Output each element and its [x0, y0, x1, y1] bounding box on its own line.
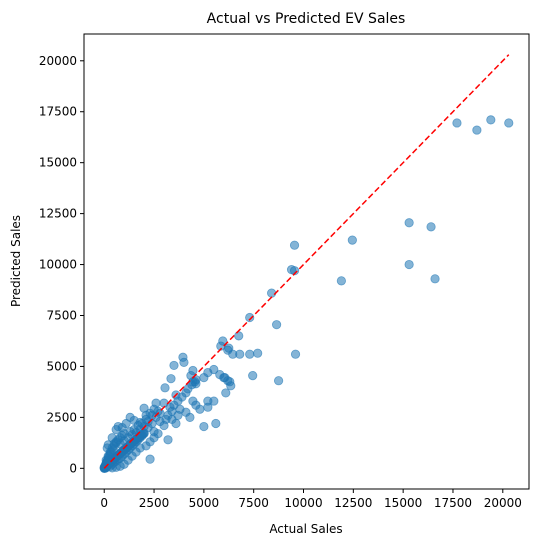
- data-point: [274, 376, 284, 386]
- data-point: [245, 312, 255, 323]
- data-point: [226, 381, 236, 391]
- x-tick-label: 20000: [484, 496, 522, 510]
- data-point: [163, 435, 173, 445]
- reference-line: [103, 54, 510, 469]
- y-tick-label: 0: [69, 461, 77, 475]
- data-point: [504, 118, 514, 128]
- data-point: [404, 259, 414, 270]
- x-tick-label: 15000: [384, 496, 422, 510]
- data-point: [272, 320, 282, 330]
- y-tick-label: 2500: [46, 410, 77, 424]
- y-tick-label: 7500: [46, 308, 77, 322]
- y-tick-label: 17500: [39, 105, 77, 119]
- data-point: [336, 276, 346, 286]
- x-axis-label: Actual Sales: [269, 522, 342, 536]
- data-points: [99, 115, 514, 473]
- data-point: [179, 357, 189, 367]
- data-point: [486, 115, 496, 125]
- y-tick-label: 5000: [46, 359, 77, 373]
- data-point: [137, 418, 147, 429]
- data-point: [347, 235, 357, 245]
- data-point: [248, 371, 258, 381]
- data-point: [290, 349, 301, 359]
- data-point: [426, 222, 436, 232]
- data-point: [107, 463, 117, 473]
- data-point: [139, 429, 149, 439]
- data-point: [253, 348, 263, 358]
- data-point: [111, 425, 121, 435]
- data-point: [472, 125, 482, 135]
- data-point: [169, 360, 179, 371]
- data-point: [404, 218, 414, 228]
- y-tick-label: 12500: [39, 207, 77, 221]
- data-point: [153, 429, 163, 439]
- data-point: [430, 274, 440, 284]
- x-tick-label: 7500: [238, 496, 269, 510]
- x-tick-label: 5000: [189, 496, 220, 510]
- y-tick-label: 10000: [39, 258, 77, 272]
- x-tick-label: 2500: [139, 496, 170, 510]
- x-tick-label: 17500: [434, 496, 472, 510]
- data-point: [185, 412, 195, 422]
- data-point: [159, 420, 169, 431]
- data-point: [211, 418, 221, 429]
- y-axis-label: Predicted Sales: [9, 215, 23, 307]
- data-point: [289, 240, 300, 250]
- data-point: [135, 443, 145, 453]
- data-point: [245, 349, 255, 359]
- x-tick-label: 10000: [284, 496, 322, 510]
- reference-line-group: [103, 54, 510, 469]
- data-point: [166, 374, 176, 384]
- data-point: [203, 402, 213, 412]
- data-point: [221, 388, 231, 398]
- chart-title: Actual vs Predicted EV Sales: [207, 11, 406, 27]
- y-tick-label: 20000: [39, 54, 77, 68]
- data-point: [191, 379, 201, 389]
- data-point: [234, 331, 244, 341]
- y-tick-label: 15000: [39, 156, 77, 170]
- x-tick-label: 0: [100, 496, 108, 510]
- data-point: [160, 383, 170, 393]
- data-point: [171, 418, 181, 429]
- data-point: [219, 373, 229, 383]
- data-point: [209, 364, 219, 375]
- plot-frame: [83, 33, 530, 490]
- data-point: [289, 266, 300, 276]
- data-point: [195, 404, 205, 414]
- data-point: [452, 118, 462, 128]
- data-point: [199, 421, 209, 432]
- data-point: [149, 404, 159, 414]
- data-point: [235, 349, 245, 359]
- data-point: [223, 345, 233, 355]
- axes: 0 2500 5000 7500 10000 12500 15000 17500 20000 0 2…: [39, 54, 522, 510]
- x-tick-label: 12500: [334, 496, 372, 510]
- data-point: [145, 454, 155, 464]
- data-point: [209, 396, 219, 406]
